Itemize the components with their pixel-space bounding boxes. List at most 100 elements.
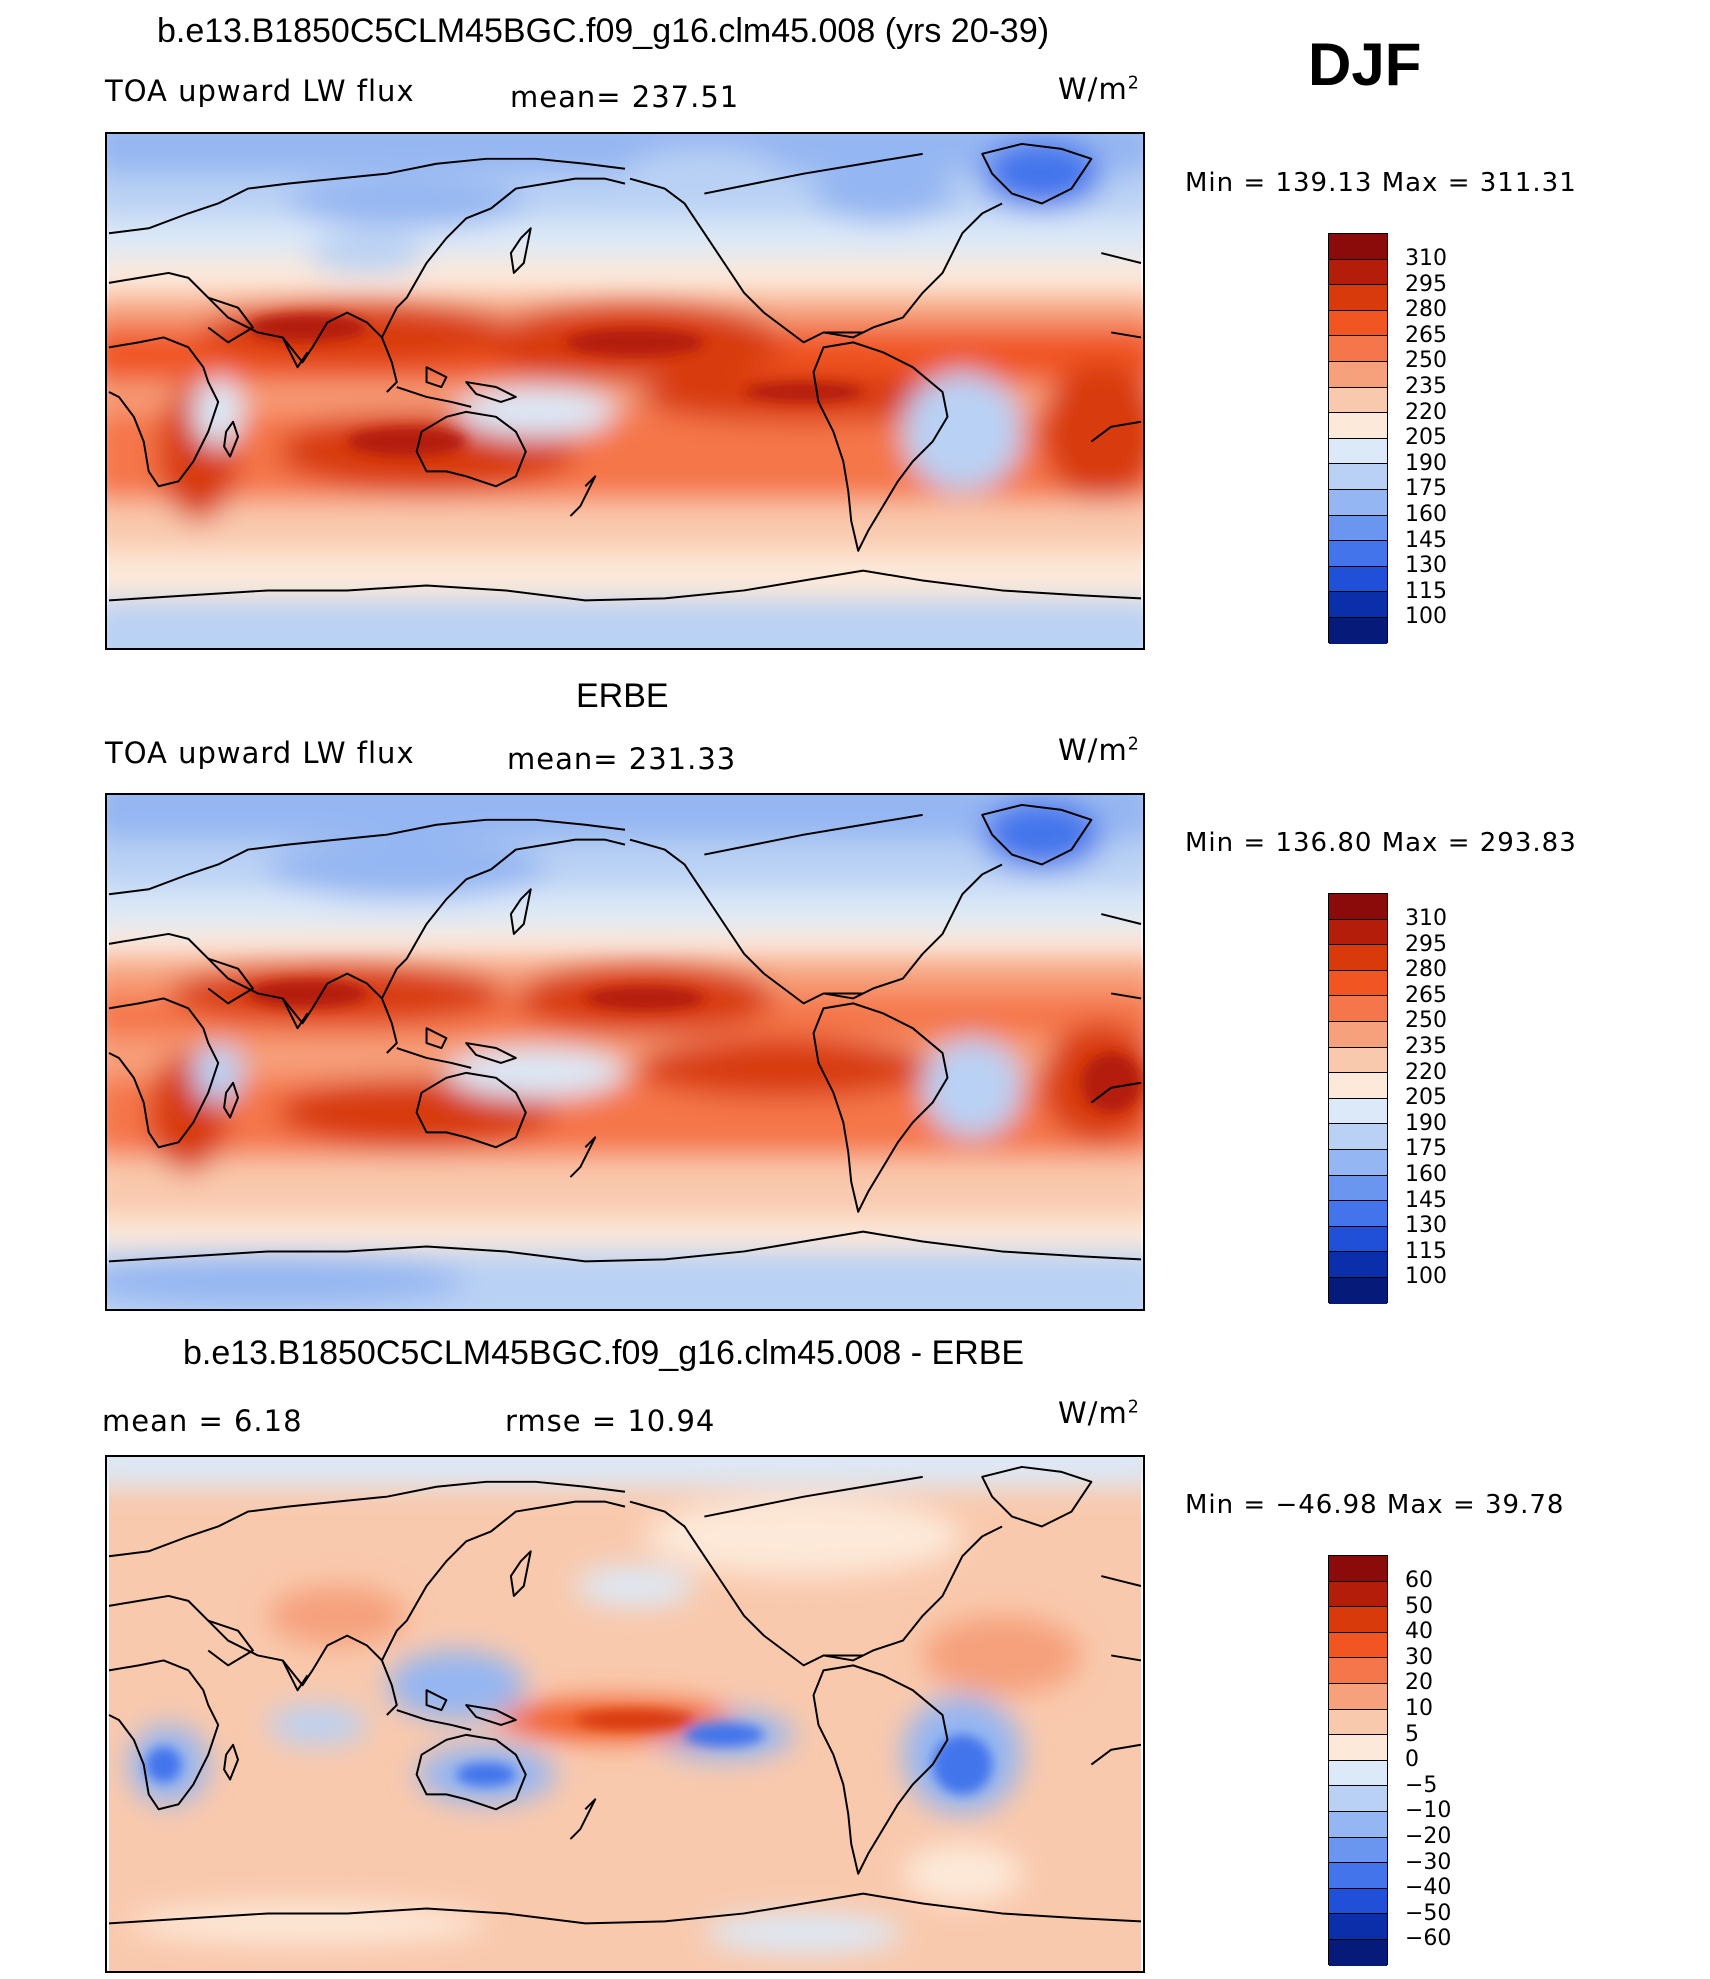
colorbar-segment xyxy=(1329,413,1387,439)
colorbar-segment xyxy=(1329,945,1387,971)
colorbar-tick-label: 190 xyxy=(1405,450,1447,476)
colorbar-segment xyxy=(1329,464,1387,490)
colorbar-tick-label: 280 xyxy=(1405,297,1447,323)
colorbar-tick-label: 310 xyxy=(1405,906,1447,931)
colorbar-tick-label: 295 xyxy=(1405,931,1447,957)
colorbar-segment xyxy=(1329,617,1387,644)
colorbar-segment xyxy=(1329,1201,1387,1227)
colorbar-segment xyxy=(1329,285,1387,311)
colorbar-tick-label: 175 xyxy=(1405,1136,1447,1162)
panel-3-map-field xyxy=(107,1457,1143,1971)
colorbar-segment xyxy=(1329,1021,1387,1048)
colorbar-tick-label: 310 xyxy=(1405,246,1447,271)
panel-2-map xyxy=(105,793,1145,1311)
colorbar-segment xyxy=(1329,387,1387,414)
colorbar-segment xyxy=(1329,1073,1387,1099)
season-label: DJF xyxy=(1308,31,1422,98)
panel-1-map xyxy=(105,132,1145,650)
colorbar-tick-label: 280 xyxy=(1405,957,1447,983)
colorbar-tick-label: 250 xyxy=(1405,348,1447,374)
colorbar-segment xyxy=(1329,1556,1387,1582)
colorbar-segment xyxy=(1329,1786,1387,1812)
colorbar-tick-label: −60 xyxy=(1405,1926,1452,1952)
panel-1-colorbar xyxy=(1328,233,1388,644)
colorbar-tick-label: −20 xyxy=(1405,1823,1452,1849)
panel-3-mean-label: mean = 6.18 xyxy=(102,1404,303,1438)
colorbar-tick-label: 205 xyxy=(1405,1085,1447,1111)
colorbar-segment xyxy=(1329,1760,1387,1787)
panel-1-mean-label: mean= 237.51 xyxy=(510,80,740,114)
colorbar-segment xyxy=(1329,336,1387,362)
panel-2-mean-label: mean= 231.33 xyxy=(507,742,737,776)
colorbar-segment xyxy=(1329,1658,1387,1684)
panel-3-rmse-label: rmse = 10.94 xyxy=(505,1404,716,1438)
colorbar-segment xyxy=(1329,259,1387,286)
panel-1-title: b.e13.B1850C5CLM45BGC.f09_g16.clm45.008 … xyxy=(157,12,1050,50)
colorbar-segment xyxy=(1329,1939,1387,1966)
colorbar-segment xyxy=(1329,1888,1387,1915)
colorbar-tick-label: 5 xyxy=(1405,1721,1419,1747)
colorbar-tick-label: 0 xyxy=(1405,1747,1419,1773)
colorbar-segment xyxy=(1329,489,1387,516)
colorbar-segment xyxy=(1329,1226,1387,1253)
colorbar-tick-label: 30 xyxy=(1405,1644,1433,1670)
colorbar-tick-label: 60 xyxy=(1405,1568,1433,1593)
colorbar-segment xyxy=(1329,1683,1387,1710)
colorbar-segment xyxy=(1329,438,1387,465)
colorbar-segment xyxy=(1329,1863,1387,1889)
colorbar-tick-label: −40 xyxy=(1405,1875,1452,1901)
colorbar-tick-label: −50 xyxy=(1405,1900,1452,1926)
panel-1-minmax: Min = 139.13 Max = 311.31 xyxy=(1185,168,1577,198)
colorbar-segment xyxy=(1329,894,1387,920)
colorbar-segment xyxy=(1329,1277,1387,1304)
colorbar-segment xyxy=(1329,361,1387,388)
colorbar-tick-label: 50 xyxy=(1405,1593,1433,1619)
colorbar-segment xyxy=(1329,919,1387,946)
colorbar-segment xyxy=(1329,1607,1387,1633)
colorbar-tick-label: 10 xyxy=(1405,1695,1433,1721)
panel-3-map xyxy=(105,1455,1145,1973)
colorbar-tick-label: −5 xyxy=(1405,1772,1438,1798)
colorbar-segment xyxy=(1329,541,1387,567)
panel-2-colorbar xyxy=(1328,893,1388,1304)
panel-1-variable-label: TOA upward LW flux xyxy=(105,74,415,108)
colorbar-segment xyxy=(1329,1047,1387,1074)
colorbar-tick-label: 100 xyxy=(1405,1264,1447,1290)
colorbar-tick-label: 250 xyxy=(1405,1008,1447,1034)
colorbar-tick-label: 20 xyxy=(1405,1670,1433,1696)
colorbar-tick-label: 130 xyxy=(1405,1213,1447,1239)
colorbar-tick-label: 40 xyxy=(1405,1619,1433,1645)
colorbar-segment xyxy=(1329,996,1387,1022)
colorbar-segment xyxy=(1329,566,1387,593)
colorbar-segment xyxy=(1329,1709,1387,1736)
colorbar-segment xyxy=(1329,1175,1387,1202)
colorbar-segment xyxy=(1329,1098,1387,1125)
panel-3-title: b.e13.B1850C5CLM45BGC.f09_g16.clm45.008 … xyxy=(183,1334,1025,1372)
colorbar-tick-label: 220 xyxy=(1405,1059,1447,1085)
panel-1-colorbar-labels: 310 295 280 265 250 235 220 205 190 175 160 145 130 1… xyxy=(1405,246,1447,630)
colorbar-segment xyxy=(1329,1581,1387,1608)
colorbar-tick-label: 265 xyxy=(1405,322,1447,348)
panel-2-minmax: Min = 136.80 Max = 293.83 xyxy=(1185,828,1577,858)
panel-2-title: ERBE xyxy=(576,677,669,715)
colorbar-segment xyxy=(1329,1914,1387,1940)
colorbar-tick-label: 220 xyxy=(1405,399,1447,425)
panel-2-colorbar-labels: 310 295 280 265 250 235 220 205 190 175 160 145 130 1… xyxy=(1405,906,1447,1290)
colorbar-segment xyxy=(1329,310,1387,337)
colorbar-segment xyxy=(1329,234,1387,260)
colorbar-tick-label: 145 xyxy=(1405,1187,1447,1213)
colorbar-tick-label: 295 xyxy=(1405,271,1447,297)
colorbar-tick-label: 205 xyxy=(1405,425,1447,451)
colorbar-tick-label: 190 xyxy=(1405,1110,1447,1136)
panel-2-variable-label: TOA upward LW flux xyxy=(105,736,415,770)
colorbar-segment xyxy=(1329,1735,1387,1761)
colorbar-tick-label: 115 xyxy=(1405,578,1447,604)
panel-1-units: W/m2 xyxy=(1058,72,1140,106)
colorbar-tick-label: 145 xyxy=(1405,527,1447,553)
colorbar-segment xyxy=(1329,970,1387,997)
colorbar-segment xyxy=(1329,1811,1387,1838)
colorbar-tick-label: 160 xyxy=(1405,501,1447,527)
colorbar-segment xyxy=(1329,1124,1387,1150)
colorbar-tick-label: 115 xyxy=(1405,1238,1447,1264)
colorbar-tick-label: 265 xyxy=(1405,982,1447,1008)
